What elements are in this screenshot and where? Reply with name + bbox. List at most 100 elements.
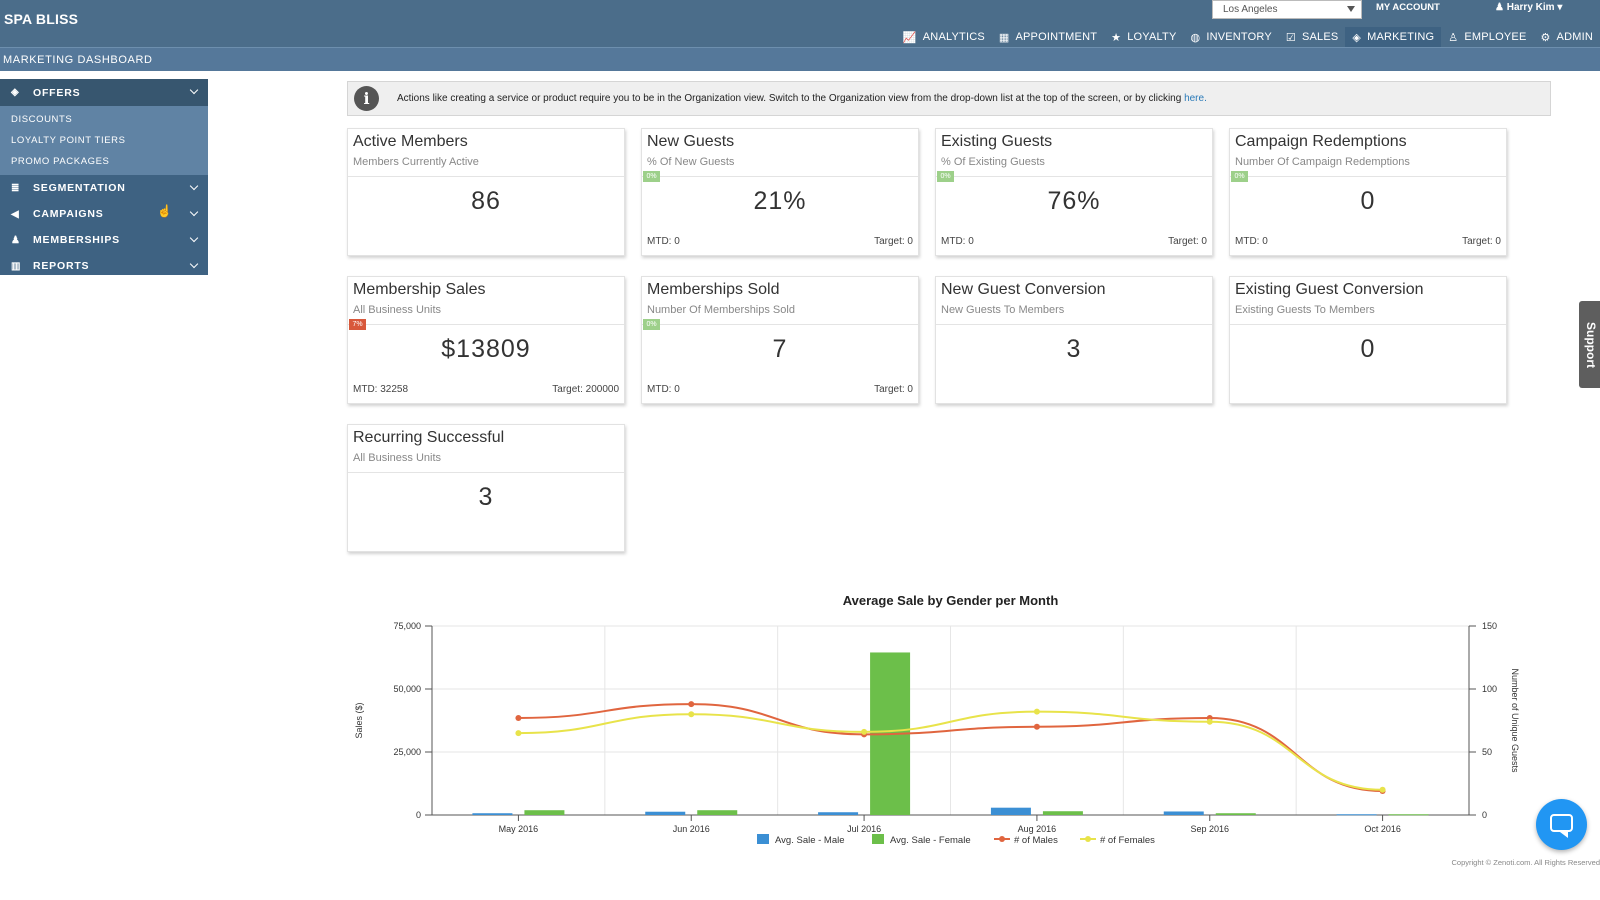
legend-label: # of Males xyxy=(1014,835,1058,846)
kpi-card-active-members[interactable]: Active Members Members Currently Active 86 xyxy=(347,128,625,256)
user-icon: ♟ xyxy=(1495,2,1507,13)
chevron-down-icon xyxy=(189,181,199,191)
card-mtd: MTD: 32258 xyxy=(353,384,409,395)
sidebar-section-label: CAMPAIGNS xyxy=(33,208,104,220)
sidebar-item-promo-packages[interactable]: PROMO PACKAGES xyxy=(11,156,110,167)
card-mtd: MTD: 0 xyxy=(647,236,680,247)
legend-swatch xyxy=(757,834,769,844)
user-menu[interactable]: ♟ Harry Kim ▾ xyxy=(1495,2,1562,13)
legend-label: Avg. Sale - Female xyxy=(890,835,971,846)
card-title: Active Members xyxy=(353,133,468,150)
nav-sales[interactable]: ☑ SALES xyxy=(1279,27,1346,47)
bar-avg-sale-female xyxy=(697,810,738,815)
card-title: Existing Guests xyxy=(941,133,1053,150)
chat-button[interactable] xyxy=(1536,799,1587,850)
trend-badge: 0% xyxy=(643,319,660,330)
card-title: New Guest Conversion xyxy=(941,281,1106,298)
card-divider xyxy=(1230,324,1506,325)
kpi-card-new-guest-conversion[interactable]: New Guest Conversion New Guests To Member… xyxy=(935,276,1213,404)
sub-header-bar: MARKETING DASHBOARD xyxy=(0,47,1600,71)
sidebar-item-loyalty-point-tiers[interactable]: LOYALTY POINT TIERS xyxy=(11,135,126,146)
sidebar-item-discounts[interactable]: DISCOUNTS xyxy=(11,114,73,125)
nav-analytics[interactable]: 📈 ANALYTICS xyxy=(896,27,992,47)
support-label: Support xyxy=(1584,322,1598,368)
card-divider xyxy=(936,324,1212,325)
bar-avg-sale-male xyxy=(990,807,1031,815)
user-name: Harry Kim xyxy=(1506,2,1555,13)
legend-marker xyxy=(1085,836,1091,842)
bar-avg-sale-female xyxy=(524,810,565,815)
caret-down-icon: ▾ xyxy=(1557,2,1563,13)
card-divider xyxy=(936,176,1212,177)
point--of-females xyxy=(1379,786,1386,793)
y2-tick-label: 100 xyxy=(1482,684,1497,694)
card-subtitle: % Of Existing Guests xyxy=(941,156,1045,168)
line--of-females xyxy=(518,710,1383,791)
trend-badge: 0% xyxy=(1231,171,1248,182)
sidebar-section-label: OFFERS xyxy=(33,86,81,99)
my-account-link[interactable]: MY ACCOUNT xyxy=(1376,2,1440,13)
nav-label: LOYALTY xyxy=(1127,31,1177,43)
main-nav: 📈 ANALYTICS ▦ APPOINTMENT ★ LOYALTY ◍ INVENTORY… xyxy=(896,27,1600,47)
nav-label: ANALYTICS xyxy=(922,31,985,43)
sidebar-section-offers[interactable]: ◈ OFFERS xyxy=(0,79,208,106)
trend-badge: 7% xyxy=(349,319,366,330)
card-divider xyxy=(642,176,918,177)
support-tab[interactable]: Support xyxy=(1579,301,1600,388)
y2-tick-label: 0 xyxy=(1482,810,1487,820)
y2-tick-label: 50 xyxy=(1482,747,1492,757)
kpi-card-campaign-redemptions[interactable]: Campaign Redemptions Number Of Campaign R… xyxy=(1229,128,1507,256)
card-title: Existing Guest Conversion xyxy=(1235,281,1424,298)
card-subtitle: New Guests To Members xyxy=(941,304,1065,316)
nav-label: INVENTORY xyxy=(1206,31,1272,43)
kpi-card-new-guests[interactable]: New Guests % Of New Guests 0% 21% MTD: 0 Targ… xyxy=(641,128,919,256)
card-title: Membership Sales xyxy=(353,281,486,298)
card-divider xyxy=(348,324,624,325)
chevron-down-icon xyxy=(189,233,199,243)
card-mtd: MTD: 0 xyxy=(941,236,974,247)
sidebar-section-label: MEMBERSHIPS xyxy=(33,234,120,246)
kpi-card-recurring-successful[interactable]: Recurring Successful All Business Units 3 xyxy=(347,424,625,552)
star-icon: ★ xyxy=(1111,31,1122,44)
sidebar-submenu: DISCOUNTS LOYALTY POINT TIERS PROMO PACKAG… xyxy=(0,106,208,175)
kpi-card-memberships-sold[interactable]: Memberships Sold Number Of Memberships So… xyxy=(641,276,919,404)
nav-loyalty[interactable]: ★ LOYALTY xyxy=(1104,27,1183,47)
point--of-females xyxy=(688,711,695,718)
nav-marketing[interactable]: ◈ MARKETING xyxy=(1345,27,1442,47)
nav-admin[interactable]: ⚙ ADMIN xyxy=(1533,27,1600,47)
point--of-males xyxy=(515,714,522,721)
x-tick-label: May 2016 xyxy=(499,824,539,834)
card-divider xyxy=(642,324,918,325)
sidebar-section-label: REPORTS xyxy=(33,260,90,272)
sidebar: ◈ OFFERS DISCOUNTS LOYALTY POINT TIERS PROMO… xyxy=(0,79,208,275)
nav-label: EMPLOYEE xyxy=(1464,31,1527,43)
location-select[interactable]: Los Angeles xyxy=(1212,0,1362,19)
trend-badge: 0% xyxy=(937,171,954,182)
sidebar-section-reports[interactable]: ▥ REPORTS xyxy=(0,253,208,279)
chevron-down-icon xyxy=(189,85,199,95)
card-value: 7 xyxy=(772,335,788,363)
bar-avg-sale-male xyxy=(1336,814,1377,816)
kpi-card-existing-guest-conversion[interactable]: Existing Guest Conversion Existing Guests… xyxy=(1229,276,1507,404)
sidebar-section-memberships[interactable]: ♟ MEMBERSHIPS xyxy=(0,227,208,253)
nav-inventory[interactable]: ◍ INVENTORY xyxy=(1184,27,1279,47)
info-here-link[interactable]: here. xyxy=(1184,93,1207,104)
card-subtitle: All Business Units xyxy=(353,452,442,464)
brand-logo[interactable]: SPA BLISS xyxy=(4,11,79,27)
sidebar-section-campaigns[interactable]: ◀ CAMPAIGNS xyxy=(0,201,208,227)
users-icon: ♟ xyxy=(11,234,21,246)
nav-appointment[interactable]: ▦ APPOINTMENT xyxy=(992,27,1104,47)
y2-axis-label: Number of Unique Guests xyxy=(1510,668,1520,773)
kpi-card-existing-guests[interactable]: Existing Guests % Of Existing Guests 0% 76%… xyxy=(935,128,1213,256)
card-subtitle: Number Of Campaign Redemptions xyxy=(1235,156,1410,168)
inventory-icon: ◍ xyxy=(1190,31,1201,44)
kpi-card-membership-sales[interactable]: Membership Sales All Business Units 7% $138… xyxy=(347,276,625,404)
tag-icon: ◈ xyxy=(11,87,20,98)
sidebar-section-segmentation[interactable]: ≣ SEGMENTATION xyxy=(0,175,208,201)
card-subtitle: Existing Guests To Members xyxy=(1235,304,1375,316)
card-divider xyxy=(1230,176,1506,177)
nav-employee[interactable]: ♙ EMPLOYEE xyxy=(1441,27,1533,47)
card-subtitle: All Business Units xyxy=(353,304,442,316)
nav-label: SALES xyxy=(1301,31,1339,43)
x-tick-label: Jun 2016 xyxy=(673,824,710,834)
